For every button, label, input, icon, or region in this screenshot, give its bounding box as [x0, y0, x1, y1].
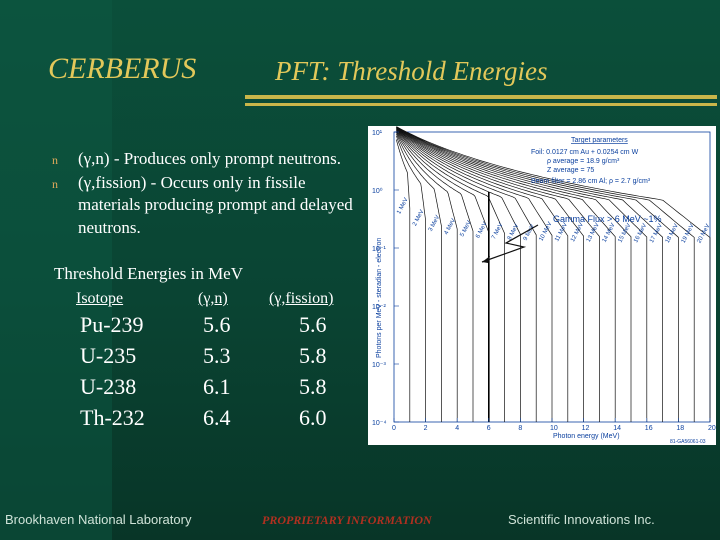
- curve-label: 10 MeV: [538, 221, 553, 242]
- y-tick-label: 10⁻¹: [372, 246, 386, 253]
- gamma-fission-cell: 5.6: [299, 312, 327, 337]
- curve-label: 2 MeV: [412, 209, 425, 227]
- gamma-flux-note: Gamma Flux > 6 MeV ~1%: [553, 214, 662, 224]
- slide-subtitle: PFT: Threshold Energies: [275, 56, 548, 86]
- spectrum-curve: [396, 130, 490, 422]
- y-axis-label: Photons per MeV - steradian - electron: [376, 238, 383, 358]
- curve-label: 15 MeV: [617, 223, 632, 244]
- curve-label: 6 MeV: [475, 221, 488, 239]
- y-tick-label: 10⁻⁴: [372, 420, 387, 427]
- params-line: Beam filter = 2.86 cm Al; ρ = 2.7 g/cm³: [531, 178, 651, 185]
- isotope-cell: Th-232: [80, 405, 145, 430]
- spectrum-curve: [396, 127, 616, 422]
- spectrum-curve: [396, 132, 458, 422]
- spectrum-curve: [396, 127, 632, 422]
- isotope-cell: U-238: [80, 374, 137, 399]
- gamma-n-cell: 6.4: [203, 405, 231, 430]
- gamma-n-cell: 5.6: [203, 312, 231, 337]
- spectrum-curve: [396, 131, 474, 422]
- flux-pointer-zigzag: [481, 224, 539, 263]
- curve-label: 1 MeV: [396, 197, 409, 215]
- isotope-cell: U-235: [80, 343, 137, 368]
- footer-proprietary-notice: PROPRIETARY INFORMATION: [262, 513, 432, 527]
- spectrum-curve: [396, 126, 679, 422]
- x-tick-label: 0: [392, 425, 396, 432]
- y-tick-label: 10⁰: [372, 187, 383, 195]
- curve-label: 12 MeV: [570, 222, 585, 243]
- curve-label: 14 MeV: [602, 222, 617, 243]
- bullet-item: n (γ,n) - Produces only prompt neutrons.: [52, 148, 370, 172]
- footer-company: Scientific Innovations Inc.: [508, 512, 655, 527]
- y-tick-label: 10⁻²: [372, 304, 386, 311]
- gamma-fission-cell: 6.0: [299, 405, 327, 430]
- params-line: Z average = 75: [547, 167, 594, 174]
- figure-id: 81-GA56061-03: [670, 439, 706, 445]
- square-bullet-icon: n: [52, 153, 58, 167]
- column-header-isotope: Isotope: [76, 290, 124, 307]
- x-tick-label: 8: [518, 425, 522, 432]
- params-title: Target parameters: [571, 137, 628, 144]
- x-tick-label: 16: [645, 425, 653, 432]
- column-header-gamma-n: (γ,n): [198, 290, 228, 307]
- title-divider-line: [245, 95, 717, 99]
- photon-spectrum-plot: 1 MeV 2 MeV 3 MeV 4 MeV 5 MeV 6 MeV 7 MeV 8 MeV…: [368, 126, 716, 445]
- gamma-n-cell: 5.3: [203, 343, 231, 368]
- x-axis-label: Photon energy (MeV): [553, 433, 620, 440]
- square-bullet-icon: n: [52, 176, 58, 191]
- spectrum-curve: [396, 129, 521, 422]
- slide-title: CERBERUS: [48, 52, 197, 85]
- gamma-fission-cell: 5.8: [299, 343, 327, 368]
- y-tick-label: 10⁻³: [372, 362, 386, 369]
- x-tick-label: 2: [424, 425, 428, 432]
- spectrum-curve: [396, 133, 442, 422]
- bullet-text: (γ,fission) - Occurs only in fissile mat…: [78, 172, 353, 237]
- footer-organization: Brookhaven National Laboratory: [5, 512, 192, 527]
- x-tick-label: 18: [676, 425, 684, 432]
- spectrum-curve: [396, 128, 537, 422]
- spectrum-curve: [396, 127, 600, 422]
- gamma-n-cell: 6.1: [203, 374, 231, 399]
- curve-label: 20 MeV: [696, 223, 711, 244]
- spectrum-curve: [396, 139, 411, 422]
- x-tick-label: 10: [550, 425, 558, 432]
- title-divider-line-2: [245, 103, 717, 106]
- spectrum-curve: [396, 126, 648, 422]
- curve-label: 11 MeV: [554, 222, 569, 243]
- curve-label: 4 MeV: [444, 218, 457, 236]
- bullet-list: n (γ,n) - Produces only prompt neutrons.…: [52, 148, 370, 239]
- spectrum-curve: [396, 126, 663, 422]
- x-tick-label: 4: [455, 425, 459, 432]
- curve-label: 17 MeV: [649, 223, 664, 244]
- spectrum-curve: [396, 126, 695, 422]
- x-tick-label: 12: [582, 425, 590, 432]
- spectrum-curve: [396, 126, 711, 422]
- curve-label: 7 MeV: [491, 222, 504, 240]
- spectrum-curve: [396, 128, 569, 422]
- spectrum-curve: [396, 128, 553, 422]
- left-accent-band: [0, 0, 112, 540]
- curve-label: 18 MeV: [665, 223, 680, 244]
- bullet-item: n (γ,fission) - Occurs only in fissile m…: [52, 172, 370, 240]
- y-tick-label: 10¹: [372, 130, 383, 137]
- curve-label: 5 MeV: [459, 220, 472, 238]
- params-line: Foil: 0.0127 cm Au + 0.0254 cm W: [531, 149, 639, 156]
- isotope-cell: Pu-239: [80, 312, 144, 337]
- bullet-text: (γ,n) - Produces only prompt neutrons.: [78, 149, 341, 168]
- curve-label: 13 MeV: [586, 222, 601, 243]
- threshold-heading: Threshold Energies in MeV: [54, 264, 244, 283]
- axis-ticks: 0 2 4 6 8 10 12 14 16 18 20 10¹ 10⁰ 10⁻¹ 10⁻² 10⁻³ 10⁻⁴: [372, 130, 716, 432]
- x-tick-label: 6: [487, 425, 491, 432]
- gamma-fission-cell: 5.8: [299, 374, 327, 399]
- x-tick-label: 14: [613, 425, 621, 432]
- flux-pointer-arrow-icon: [482, 256, 490, 263]
- spectrum-curve: [396, 135, 426, 422]
- curve-label: 3 MeV: [428, 215, 441, 233]
- column-header-gamma-fission: (γ,fission): [269, 290, 334, 307]
- params-line: ρ average = 18.9 g/cm³: [547, 158, 620, 165]
- curve-label: 19 MeV: [681, 223, 696, 244]
- spectrum-curve: [396, 127, 584, 422]
- x-tick-label: 20: [708, 425, 716, 432]
